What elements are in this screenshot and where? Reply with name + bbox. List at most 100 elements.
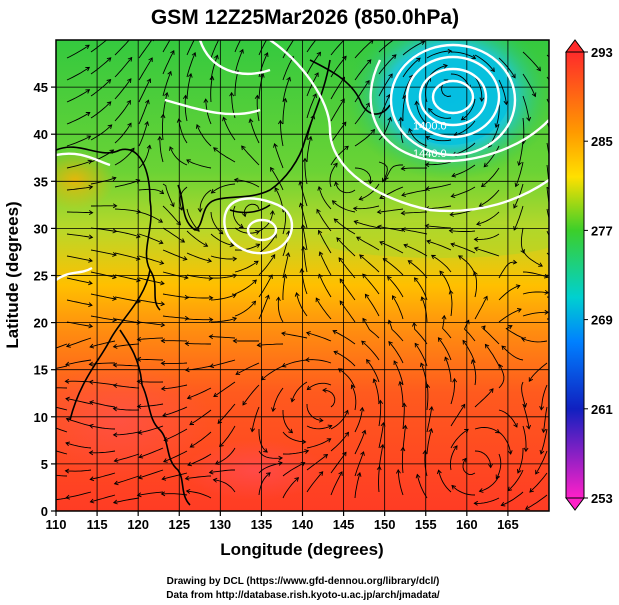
colorbar-tick-label: 285 — [591, 134, 613, 149]
streamline — [408, 260, 428, 279]
contour-north — [164, 98, 261, 116]
streamline-arrowhead — [529, 487, 534, 493]
streamline-arrowhead — [379, 443, 385, 449]
streamline — [65, 442, 92, 449]
streamline — [114, 230, 141, 238]
streamline — [354, 407, 363, 433]
streamline — [402, 95, 406, 122]
streamline — [196, 124, 212, 147]
streamline — [461, 98, 476, 121]
streamline — [450, 73, 471, 89]
streamline-arrowhead — [87, 159, 93, 165]
streamline-arrowhead — [218, 229, 224, 235]
colorbar-ticks: 293 285 277 269 261 253 — [584, 45, 613, 506]
streamline-arrowhead — [481, 325, 486, 330]
streamline-arrowhead — [213, 147, 218, 152]
streamline-arrowhead — [89, 343, 95, 349]
streamline — [318, 230, 332, 254]
streamline-arrowhead — [113, 457, 119, 463]
streamline-arrowhead — [517, 161, 522, 167]
streamline — [354, 167, 372, 184]
streamline-arrowhead — [531, 92, 537, 98]
streamline — [139, 447, 164, 458]
streamline — [114, 296, 141, 303]
streamline — [498, 79, 507, 105]
streamline — [354, 59, 372, 81]
streamline — [186, 318, 213, 321]
streamline-arrowhead — [136, 277, 141, 283]
streamline — [330, 40, 345, 56]
y-tick-label: 10 — [34, 410, 48, 425]
streamline — [186, 490, 212, 499]
streamline-arrowhead — [368, 179, 374, 185]
streamline — [339, 300, 356, 323]
streamline — [162, 183, 175, 207]
streamline-arrowhead — [112, 362, 118, 368]
streamline — [282, 410, 293, 434]
streamline — [190, 431, 212, 448]
streamline-arrowhead — [451, 484, 457, 490]
streamline-arrowhead — [378, 399, 384, 405]
streamline-arrowhead — [243, 29, 247, 33]
streamline — [517, 448, 524, 474]
contour-high-outer — [223, 197, 294, 255]
streamline-arrowhead — [395, 36, 399, 40]
contour-west — [56, 152, 111, 167]
streamline-arrowhead — [136, 492, 142, 498]
streamline — [414, 343, 428, 367]
streamline — [114, 122, 132, 144]
streamline-arrowhead — [264, 52, 269, 57]
streamline — [439, 270, 452, 295]
streamline — [281, 332, 308, 339]
streamline-arrowhead — [344, 36, 348, 40]
streamline-arrowhead — [447, 48, 453, 54]
streamline-arrowhead — [252, 279, 257, 285]
y-axis-label: Latitude (degrees) — [3, 201, 22, 348]
streamline — [66, 233, 93, 238]
y-tick-label: 45 — [34, 80, 48, 95]
streamline — [462, 458, 476, 475]
y-tick-label: 30 — [34, 221, 48, 236]
streamline — [362, 318, 380, 339]
streamline — [137, 337, 164, 341]
streamline-arrowhead — [339, 278, 345, 284]
streamline — [378, 444, 384, 471]
streamline-arrowhead — [480, 182, 486, 188]
streamline — [330, 121, 347, 144]
streamline — [258, 462, 283, 474]
streamline-arrowhead — [449, 212, 454, 217]
streamline-arrowhead — [274, 187, 279, 192]
streamline-arrowhead — [452, 377, 458, 383]
streamline-arrowhead — [411, 322, 417, 327]
streamline-arrowhead — [318, 471, 324, 476]
streamline — [438, 470, 452, 493]
streamline — [474, 233, 500, 240]
streamline — [361, 340, 380, 361]
streamline-arrowhead — [353, 220, 359, 225]
streamline — [65, 380, 92, 383]
streamline-arrowhead — [189, 443, 195, 448]
streamline — [471, 359, 477, 386]
contour-label-1400: 1400.0 — [413, 120, 447, 132]
streamline — [210, 211, 224, 235]
streamline — [425, 183, 452, 190]
coastline-japan — [177, 59, 331, 231]
streamline-arrowhead — [323, 453, 329, 459]
streamline — [354, 102, 370, 125]
streamline-arrowhead — [307, 135, 313, 141]
streamline — [383, 258, 404, 276]
streamline-arrowhead — [184, 475, 190, 481]
streamline — [388, 341, 404, 364]
streamline — [210, 359, 236, 367]
streamline-arrowhead — [558, 94, 562, 98]
streamline — [89, 381, 116, 386]
x-tick-label: 125 — [168, 517, 190, 532]
streamline — [282, 40, 295, 59]
streamline-arrowhead — [161, 475, 167, 481]
streamline — [450, 378, 456, 405]
streamline-arrowhead — [169, 146, 174, 151]
streamline-arrowhead — [214, 54, 219, 60]
streamline — [535, 450, 548, 475]
contour-high-inner — [246, 218, 278, 242]
streamline — [162, 406, 188, 417]
